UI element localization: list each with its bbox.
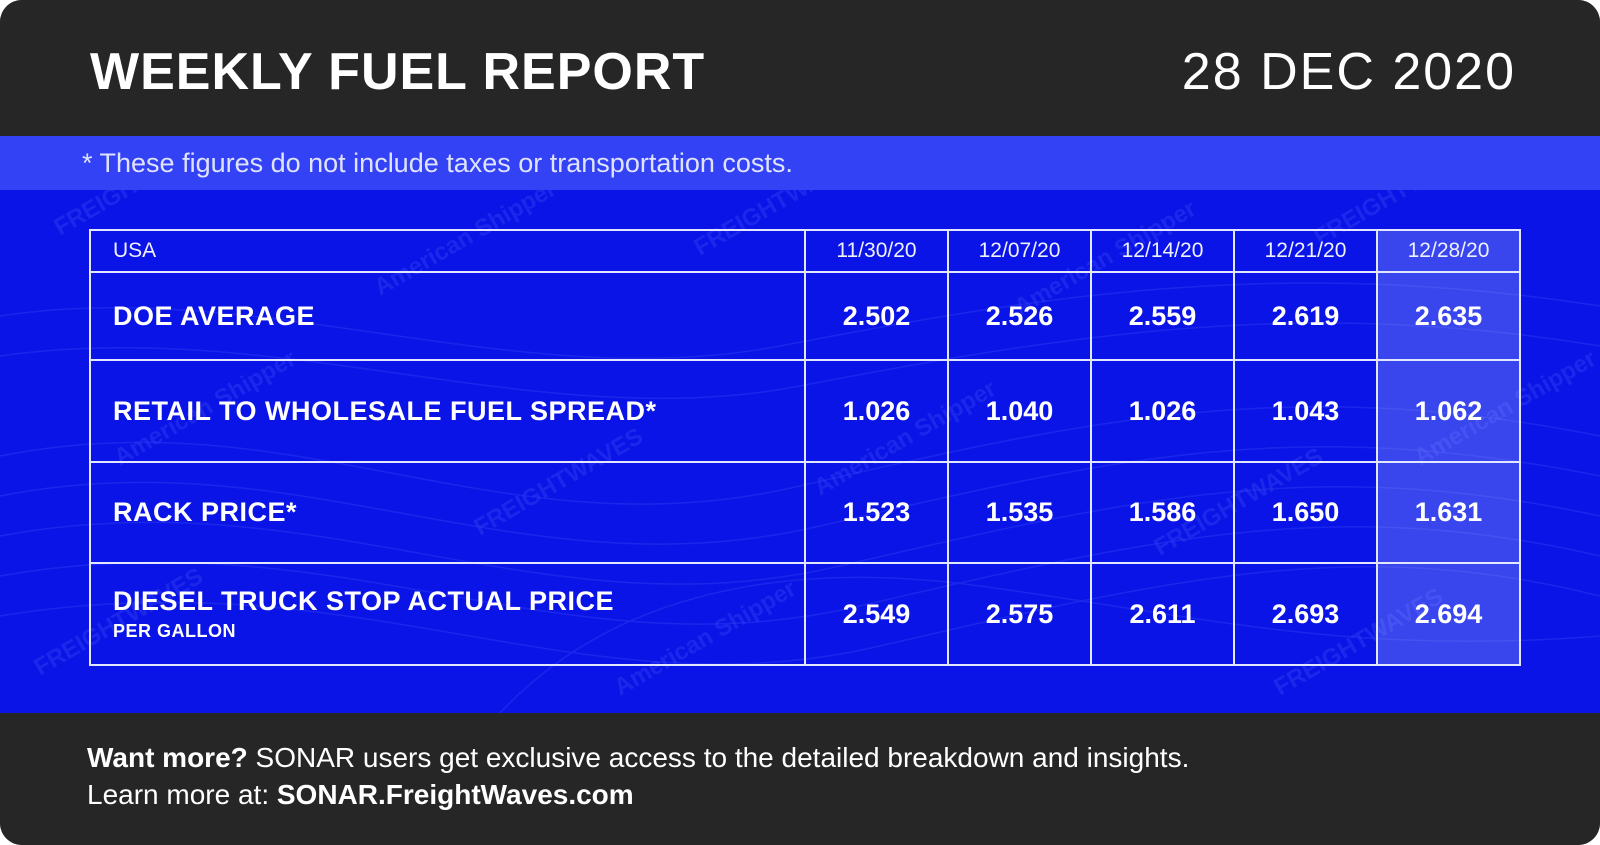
- report-header: WEEKLY FUEL REPORT 28 DEC 2020: [0, 0, 1600, 136]
- price-cell: 1.043: [1233, 359, 1378, 463]
- table-row: RACK PRICE* 1.523 1.535 1.586 1.650 1.63…: [89, 461, 1521, 564]
- fuel-price-table: USA 11/30/20 12/07/20 12/14/20 12/21/20 …: [89, 229, 1521, 666]
- price-cell: 2.526: [947, 271, 1092, 361]
- row-label: RETAIL TO WHOLESALE FUEL SPREAD*: [89, 359, 806, 463]
- price-cell: 2.611: [1090, 562, 1235, 666]
- price-cell: 1.026: [1090, 359, 1235, 463]
- price-cell: 2.559: [1090, 271, 1235, 361]
- report-footer: Want more? SONAR users get exclusive acc…: [0, 713, 1600, 845]
- footer-learn-more-prefix: Learn more at:: [87, 779, 277, 810]
- table-header-row: USA 11/30/20 12/07/20 12/14/20 12/21/20 …: [89, 229, 1521, 273]
- report-title: WEEKLY FUEL REPORT: [90, 43, 706, 101]
- disclaimer-band: * These figures do not include taxes or …: [0, 136, 1600, 190]
- sonar-link[interactable]: SONAR.FreightWaves.com: [276, 779, 634, 810]
- date-header: 11/30/20: [804, 229, 949, 273]
- footer-promo-text: SONAR users get exclusive access to the …: [247, 742, 1190, 773]
- table-row: RETAIL TO WHOLESALE FUEL SPREAD* 1.026 1…: [89, 359, 1521, 463]
- date-header: 12/14/20: [1090, 229, 1235, 273]
- price-cell: 1.026: [804, 359, 949, 463]
- price-cell: 1.535: [947, 461, 1092, 564]
- price-cell: 2.502: [804, 271, 949, 361]
- table-row: DOE AVERAGE 2.502 2.526 2.559 2.619 2.63…: [89, 271, 1521, 361]
- region-label: USA: [89, 229, 806, 273]
- price-cell: 1.586: [1090, 461, 1235, 564]
- price-cell: 2.575: [947, 562, 1092, 666]
- price-cell-current: 1.062: [1376, 359, 1521, 463]
- footer-promo: Want more? SONAR users get exclusive acc…: [87, 741, 1189, 775]
- date-header: 12/21/20: [1233, 229, 1378, 273]
- price-cell: 2.693: [1233, 562, 1378, 666]
- price-cell-current: 2.635: [1376, 271, 1521, 361]
- table-row: DIESEL TRUCK STOP ACTUAL PRICE PER GALLO…: [89, 562, 1521, 666]
- price-cell: 1.650: [1233, 461, 1378, 564]
- report-date: 28 DEC 2020: [1181, 43, 1516, 101]
- price-cell: 1.040: [947, 359, 1092, 463]
- price-cell: 2.549: [804, 562, 949, 666]
- footer-learn-more: Learn more at: SONAR.FreightWaves.com: [87, 778, 634, 812]
- price-cell: 1.523: [804, 461, 949, 564]
- row-label: RACK PRICE*: [89, 461, 806, 564]
- row-label-with-sublabel: DIESEL TRUCK STOP ACTUAL PRICE PER GALLO…: [89, 562, 806, 666]
- footer-promo-bold: Want more?: [87, 742, 248, 773]
- date-header: 12/07/20: [947, 229, 1092, 273]
- price-cell: 2.619: [1233, 271, 1378, 361]
- date-header-current: 12/28/20: [1376, 229, 1521, 273]
- price-cell-current: 2.694: [1376, 562, 1521, 666]
- disclaimer-note: * These figures do not include taxes or …: [82, 148, 793, 178]
- price-cell-current: 1.631: [1376, 461, 1521, 564]
- row-label: DOE AVERAGE: [89, 271, 806, 361]
- row-sublabel: PER GALLON: [113, 621, 237, 641]
- row-label: DIESEL TRUCK STOP ACTUAL PRICE: [113, 586, 615, 616]
